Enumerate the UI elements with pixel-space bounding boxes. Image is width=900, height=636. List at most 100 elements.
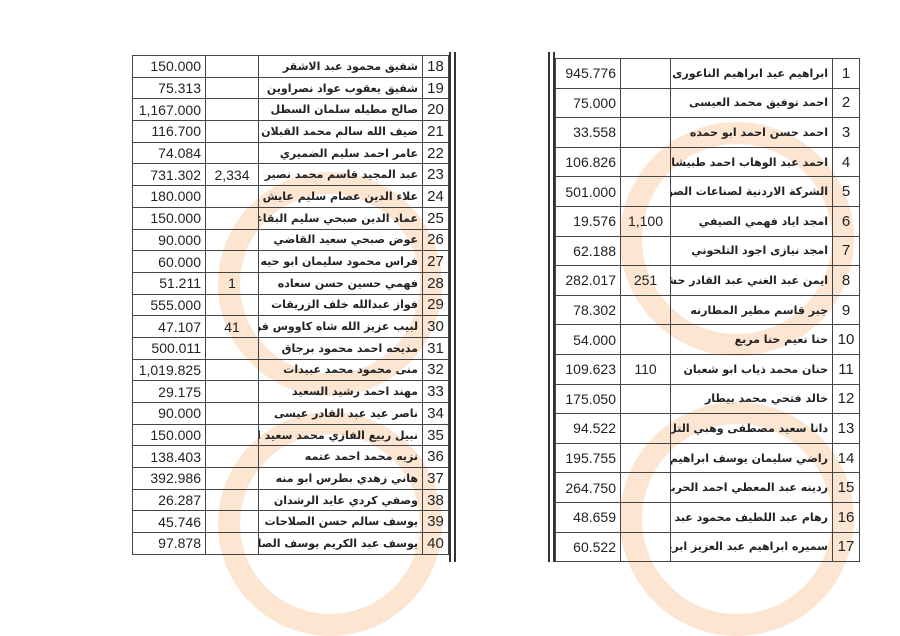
row-number-cell: 24 bbox=[422, 185, 449, 208]
row-number-cell: 19 bbox=[422, 76, 449, 100]
left-table: 150.000 شفيق محمود عبد الاشقر 18 75.313 شفيق… bbox=[132, 55, 449, 555]
name-cell: امجد اياد فهمي الصيفي bbox=[670, 205, 833, 237]
name-cell: جبر قاسم مطير المطارنه bbox=[670, 294, 833, 326]
extra-cell: 1 bbox=[205, 271, 259, 295]
extra-cell bbox=[205, 55, 259, 78]
amount-cell: 150.000 bbox=[132, 55, 206, 78]
extra-cell bbox=[620, 87, 671, 119]
extra-cell bbox=[205, 510, 259, 534]
row-number-cell: 12 bbox=[832, 383, 860, 415]
extra-cell bbox=[205, 141, 259, 165]
amount-cell: 175.050 bbox=[555, 383, 621, 415]
name-cell: عامر احمد سليم الضميري bbox=[258, 141, 423, 165]
table-row: 74.084 عامر احمد سليم الضميري 22 bbox=[132, 141, 449, 165]
row-number-cell: 22 bbox=[422, 141, 449, 165]
table-row: 75.313 شفيق يعقوب عواد نصراوين 19 bbox=[132, 76, 449, 100]
extra-cell bbox=[620, 324, 671, 355]
row-number-cell: 6 bbox=[832, 205, 860, 237]
amount-cell: 180.000 bbox=[132, 185, 206, 208]
table-row: 150.000 عماد الدين صبحي سليم البقاعي 25 bbox=[132, 206, 449, 230]
row-number-cell: 3 bbox=[832, 117, 860, 148]
extra-cell bbox=[620, 413, 671, 444]
amount-cell: 90.000 bbox=[132, 228, 206, 252]
name-cell: عوض صبحي سعيد القاضي bbox=[258, 228, 423, 252]
name-cell: راضي سليمان يوسف ابراهيم bbox=[670, 442, 833, 474]
row-number-cell: 18 bbox=[422, 55, 449, 78]
row-number-cell: 23 bbox=[422, 163, 449, 187]
extra-cell: 41 bbox=[205, 315, 259, 338]
extra-cell bbox=[205, 532, 259, 555]
row-number-cell: 15 bbox=[832, 472, 860, 503]
name-cell: فواز عبدالله خلف الزريقات bbox=[258, 293, 423, 317]
table-row: 180.000 علاء الدين عصام سليم عايش 24 bbox=[132, 185, 449, 208]
right-document-page: 945.776 ابراهيم عيد ابراهيم الناعورى 1 75.0… bbox=[540, 52, 872, 636]
extra-cell bbox=[205, 488, 259, 512]
row-number-cell: 34 bbox=[422, 402, 449, 425]
table-row: 33.558 احمد حسن احمد ابو حمده 3 bbox=[555, 117, 860, 148]
row-number-cell: 4 bbox=[832, 146, 860, 178]
extra-cell bbox=[205, 402, 259, 425]
row-number-cell: 31 bbox=[422, 336, 449, 360]
amount-cell: 1,167.000 bbox=[132, 98, 206, 122]
amount-cell: 109.623 bbox=[555, 353, 621, 385]
extra-cell bbox=[205, 98, 259, 122]
name-cell: يوسف سالم حسن الصلاحات bbox=[258, 510, 423, 534]
amount-cell: 150.000 bbox=[132, 423, 206, 447]
table-row: 106.826 احمد عبد الوهاب احمد طبيشات 4 bbox=[555, 146, 860, 178]
extra-cell: 110 bbox=[620, 353, 671, 385]
name-cell: فهمي حسين حسن سعاده bbox=[258, 271, 423, 295]
table-row: 45.746 يوسف سالم حسن الصلاحات 39 bbox=[132, 510, 449, 534]
table-row: 60.522 سميره ابراهيم عبد العزيز ابريغيث17 bbox=[555, 531, 860, 563]
amount-cell: 282.017 bbox=[555, 265, 621, 296]
name-cell: عبد المجيد قاسم محمد نصير bbox=[258, 163, 423, 187]
amount-cell: 392.986 bbox=[132, 467, 206, 490]
name-cell: وصفي كردي عايد الرشدان bbox=[258, 488, 423, 512]
extra-cell bbox=[205, 445, 259, 469]
table-row: 94.522 دانا سعيد مصطفى وهبي التل 13 bbox=[555, 413, 860, 444]
row-number-cell: 30 bbox=[422, 315, 449, 338]
name-cell: شفيق يعقوب عواد نصراوين bbox=[258, 76, 423, 100]
row-number-cell: 29 bbox=[422, 293, 449, 317]
table-row: 501.000 الشركة الاردنية لصناعات الصوف الص… bbox=[555, 176, 860, 207]
amount-cell: 1,019.825 bbox=[132, 358, 206, 382]
extra-cell bbox=[620, 58, 671, 89]
amount-cell: 75.313 bbox=[132, 76, 206, 100]
table-row: 78.302 جبر قاسم مطير المطارنه 9 bbox=[555, 294, 860, 326]
row-number-cell: 16 bbox=[832, 501, 860, 533]
table-row: 75.000 احمد توفيق محمد العيسى 2 bbox=[555, 87, 860, 119]
extra-cell bbox=[620, 472, 671, 503]
name-cell: مديحه احمد محمود برجاق bbox=[258, 336, 423, 360]
row-number-cell: 1 bbox=[832, 58, 860, 89]
name-cell: ردينه عبد المعطي احمد الحرباوي bbox=[670, 472, 833, 503]
amount-cell: 78.302 bbox=[555, 294, 621, 326]
extra-cell bbox=[205, 120, 259, 143]
amount-cell: 731.302 bbox=[132, 163, 206, 187]
table-row: 29.175 مهند احمد رشيد السعيد 33 bbox=[132, 380, 449, 403]
name-cell: عماد الدين صبحي سليم البقاعي bbox=[258, 206, 423, 230]
name-cell: سميره ابراهيم عبد العزيز ابريغيث bbox=[670, 531, 833, 563]
row-number-cell: 10 bbox=[832, 324, 860, 355]
amount-cell: 116.700 bbox=[132, 120, 206, 143]
table-row: 555.000 فواز عبدالله خلف الزريقات 29 bbox=[132, 293, 449, 317]
name-cell: مهند احمد رشيد السعيد bbox=[258, 380, 423, 403]
name-cell: علاء الدين عصام سليم عايش bbox=[258, 185, 423, 208]
row-number-cell: 7 bbox=[832, 235, 860, 267]
name-cell: شفيق محمود عبد الاشقر bbox=[258, 55, 423, 78]
name-cell: ناصر عيد عبد القادر عيسى bbox=[258, 402, 423, 425]
amount-cell: 48.659 bbox=[555, 501, 621, 533]
row-number-cell: 9 bbox=[832, 294, 860, 326]
amount-cell: 264.750 bbox=[555, 472, 621, 503]
amount-cell: 500.011 bbox=[132, 336, 206, 360]
table-row: 175.050 خالد فتحي محمد بيطار 12 bbox=[555, 383, 860, 415]
amount-cell: 74.084 bbox=[132, 141, 206, 165]
table-row: 62.188 امجد نيازى اجود التلحوني 7 bbox=[555, 235, 860, 267]
table-row: 731.302 2,334 عبد المجيد قاسم محمد نصير 23 bbox=[132, 163, 449, 187]
name-cell: حنا نعيم حنا مربع bbox=[670, 324, 833, 355]
row-number-cell: 28 bbox=[422, 271, 449, 295]
row-number-cell: 37 bbox=[422, 467, 449, 490]
amount-cell: 29.175 bbox=[132, 380, 206, 403]
row-number-cell: 25 bbox=[422, 206, 449, 230]
row-number-cell: 36 bbox=[422, 445, 449, 469]
amount-cell: 945.776 bbox=[555, 58, 621, 89]
name-cell: ضيف الله سالم محمد القبلان bbox=[258, 120, 423, 143]
